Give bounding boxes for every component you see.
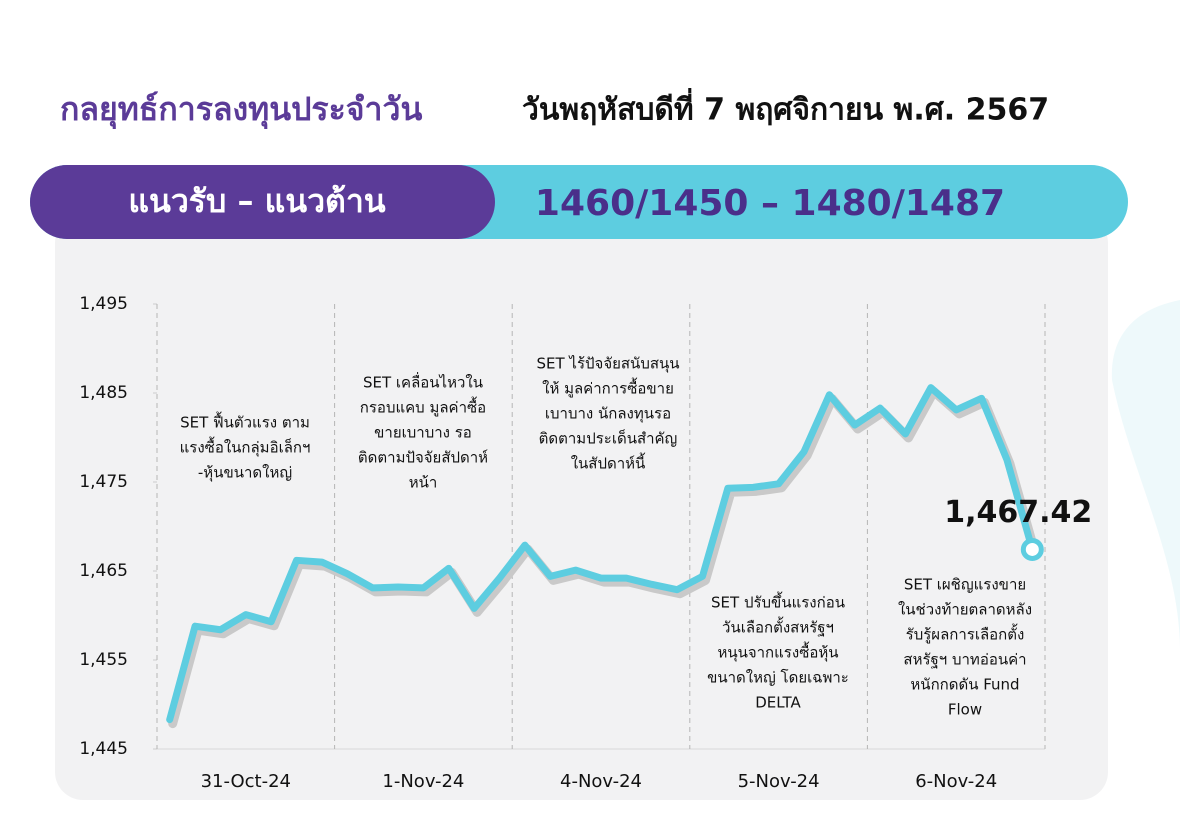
annotation: ให้ มูลค่าการซื้อขาย <box>542 378 674 398</box>
annotation: ในช่วงท้ายตลาดหลัง <box>898 601 1032 619</box>
series-line <box>166 384 1036 724</box>
annotation: DELTA <box>755 694 801 712</box>
annotation: กรอบแคบ มูลค่าซื้อ <box>360 397 486 417</box>
y-tick-label: 1,455 <box>79 650 128 670</box>
y-tick-label: 1,495 <box>79 294 128 314</box>
annotation: SET เคลื่อนไหวใน <box>363 372 483 392</box>
annotation: วันเลือกตั้งสหรัฐฯ <box>722 617 834 637</box>
date: วันพฤหัสบดีที่ 7 พฤศจิกายน พ.ศ. 2567 <box>522 88 1049 128</box>
annotation: SET ฟื้นตัวแรง ตาม <box>180 412 310 432</box>
y-tick-label: 1,465 <box>79 561 128 581</box>
y-tick-label: 1,475 <box>79 472 128 492</box>
range-label: แนวรับ – แนวต้าน <box>128 182 385 220</box>
annotation: ขนาดใหญ่ โดยเฉพาะ <box>707 669 849 687</box>
x-tick-label: 4-Nov-24 <box>560 771 642 792</box>
y-tick-label: 1,485 <box>79 383 128 403</box>
x-tick-label: 6-Nov-24 <box>915 771 997 792</box>
annotation: หนุนจากแรงซื้อหุ้น <box>717 642 838 663</box>
range-value: 1460/1450 – 1480/1487 <box>535 183 1005 224</box>
value-label: 1,467.42 <box>944 495 1092 530</box>
page-title: กลยุทธ์การลงทุนประจำวัน <box>60 90 422 130</box>
y-tick-label: 1,445 <box>79 739 128 759</box>
annotation: SET ปรับขึ้นแรงก่อน <box>711 592 845 612</box>
last-point <box>1020 537 1044 561</box>
annotation: Flow <box>948 701 982 719</box>
annotation: รับรู้ผลการเลือกตั้ง <box>906 624 1025 644</box>
annotation: -หุ้นขนาดใหญ่ <box>198 464 292 483</box>
annotation: SET ไร้ปัจจัยสนับสนุน <box>536 355 679 374</box>
annotation: ติดตามประเด็นสำคัญ <box>539 429 678 448</box>
x-tick-label: 1-Nov-24 <box>382 771 464 792</box>
x-tick-label: 31-Oct-24 <box>201 771 291 792</box>
annotation: ขายเบาบาง รอ <box>374 424 472 442</box>
annotation: ในสัปดาห์นี้ <box>571 453 646 473</box>
annotation: ติดตามปัจจัยสัปดาห์ <box>358 449 488 467</box>
annotation: เบาบาง นักลงทุนรอ <box>545 405 671 424</box>
annotation: สหรัฐฯ บาทอ่อนค่า <box>903 651 1026 669</box>
range-label-pill <box>30 165 495 239</box>
decor-shape <box>1111 300 1180 650</box>
annotation: SET เผชิญแรงขาย <box>904 576 1026 594</box>
chart-panel <box>55 215 1108 800</box>
annotation: หน้า <box>409 474 438 492</box>
x-tick-label: 5-Nov-24 <box>738 771 820 792</box>
annotation: หนักกดดัน Fund <box>910 676 1019 694</box>
annotation: แรงซื้อในกลุ่มอิเล็กฯ <box>180 437 311 458</box>
